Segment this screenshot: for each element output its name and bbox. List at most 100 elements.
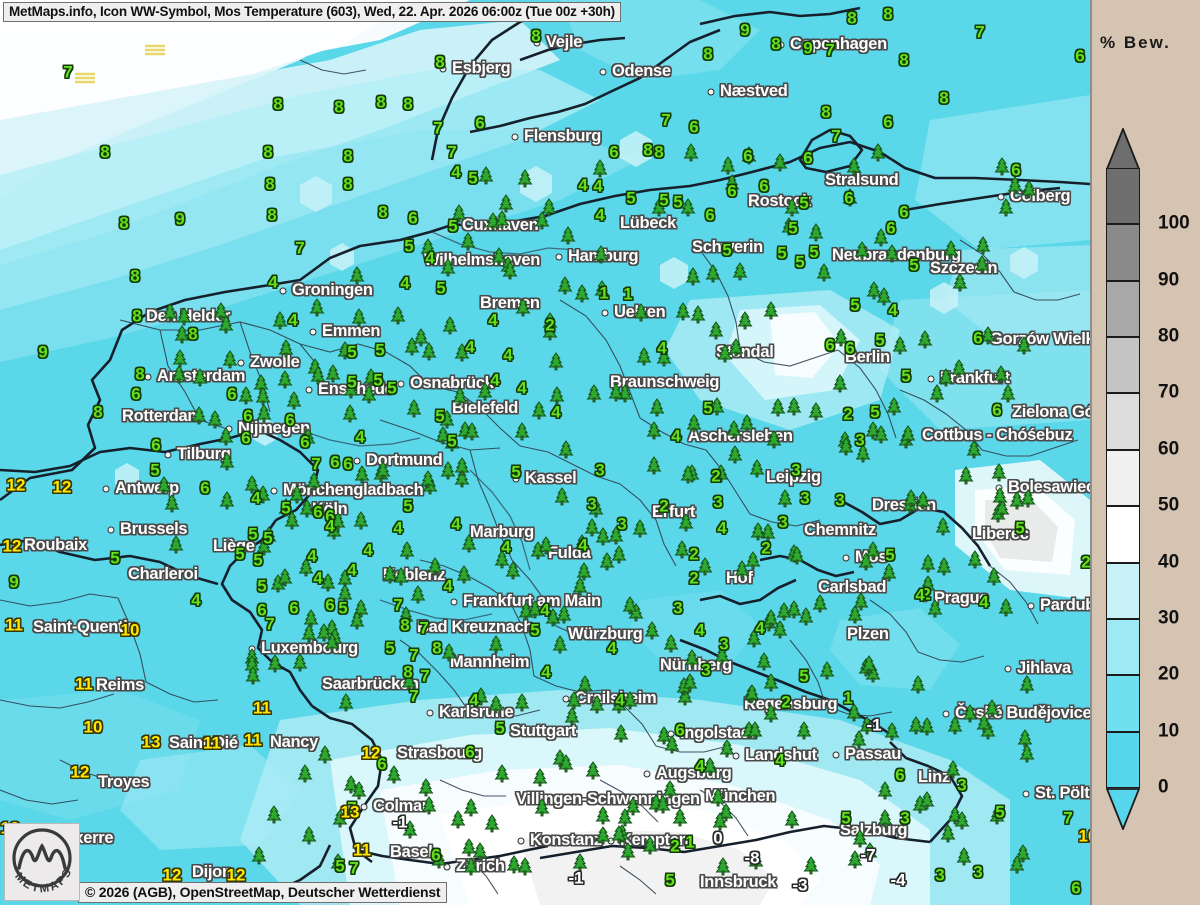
station-temperature-value[interactable]: -1: [392, 812, 408, 832]
city-label[interactable]: Würzburg: [568, 625, 643, 643]
station-temperature-value[interactable]: 11: [244, 730, 262, 750]
station-temperature-value[interactable]: 8: [265, 174, 275, 194]
station-temperature-value[interactable]: 7: [433, 118, 443, 138]
city-label[interactable]: Landshut: [745, 746, 817, 764]
station-temperature-value[interactable]: 8: [135, 364, 145, 384]
station-temperature-value[interactable]: -7: [860, 845, 876, 865]
station-temperature-value[interactable]: 5: [909, 255, 919, 275]
station-temperature-value[interactable]: 5: [1015, 518, 1025, 538]
station-temperature-value[interactable]: 4: [695, 620, 705, 640]
city-label[interactable]: Saint-Dié: [169, 734, 238, 752]
station-temperature-value[interactable]: 5: [448, 216, 458, 236]
station-temperature-value[interactable]: 5: [777, 243, 787, 263]
station-temperature-value[interactable]: 6: [330, 452, 340, 472]
metmaps-logo[interactable]: METMAPS: [4, 823, 80, 901]
station-temperature-value[interactable]: 12: [226, 865, 246, 885]
station-temperature-value[interactable]: 2: [689, 568, 699, 588]
station-temperature-value[interactable]: 6: [992, 400, 1002, 420]
city-label[interactable]: Gorzów Wielkopolski: [990, 330, 1090, 348]
station-temperature-value[interactable]: 4: [593, 176, 603, 196]
station-temperature-value[interactable]: 6: [131, 384, 141, 404]
station-temperature-value[interactable]: 4: [540, 600, 550, 620]
station-temperature-value[interactable]: 6: [431, 845, 441, 865]
station-temperature-value[interactable]: 9: [740, 20, 750, 40]
city-label[interactable]: Reims: [96, 676, 145, 694]
station-temperature-value[interactable]: 8: [263, 142, 273, 162]
city-label[interactable]: Odense: [612, 62, 671, 80]
city-marker-dot[interactable]: [450, 598, 458, 606]
city-marker-dot[interactable]: [732, 752, 740, 760]
station-temperature-value[interactable]: 2: [659, 496, 669, 516]
city-label[interactable]: Dortmund: [366, 451, 443, 469]
city-marker-dot[interactable]: [997, 193, 1005, 201]
city-label[interactable]: Enschede: [318, 380, 394, 398]
city-marker-dot[interactable]: [842, 554, 850, 562]
station-temperature-value[interactable]: 10: [83, 717, 103, 737]
city-label[interactable]: Næstved: [720, 82, 788, 100]
city-marker-dot[interactable]: [439, 65, 447, 73]
city-label[interactable]: Bad Kreuznach: [417, 618, 534, 636]
city-marker-dot[interactable]: [397, 380, 405, 388]
station-temperature-value[interactable]: 1: [843, 688, 853, 708]
city-label[interactable]: Osnabrück: [410, 374, 494, 392]
station-temperature-value[interactable]: 4: [695, 756, 705, 776]
station-temperature-value[interactable]: 7: [831, 126, 841, 146]
station-temperature-value[interactable]: 8: [273, 94, 283, 114]
city-marker-dot[interactable]: [107, 526, 115, 534]
city-label[interactable]: Prague: [934, 589, 989, 607]
station-temperature-value[interactable]: 7: [447, 142, 457, 162]
station-temperature-value[interactable]: 5: [235, 544, 245, 564]
station-temperature-value[interactable]: 8: [343, 146, 353, 166]
station-temperature-value[interactable]: 8: [132, 306, 142, 326]
station-temperature-value[interactable]: 6: [705, 205, 715, 225]
city-label[interactable]: Liberec: [972, 525, 1029, 543]
station-temperature-value[interactable]: 8: [643, 140, 653, 160]
station-temperature-value[interactable]: 6: [883, 112, 893, 132]
station-temperature-value[interactable]: -1: [568, 868, 584, 888]
station-temperature-value[interactable]: -3: [792, 875, 808, 895]
station-temperature-value[interactable]: 5: [338, 598, 348, 618]
city-marker-dot[interactable]: [562, 695, 570, 703]
station-temperature-value[interactable]: 6: [803, 148, 813, 168]
city-marker-dot[interactable]: [511, 133, 519, 141]
station-temperature-value[interactable]: 5: [385, 638, 395, 658]
station-temperature-value[interactable]: 5: [875, 330, 885, 350]
station-temperature-value[interactable]: 8: [703, 44, 713, 64]
station-temperature-value[interactable]: 5: [799, 666, 809, 686]
city-marker-dot[interactable]: [11, 542, 19, 550]
station-temperature-value[interactable]: 5: [626, 188, 636, 208]
station-temperature-value[interactable]: 3: [835, 490, 845, 510]
station-temperature-value[interactable]: 4: [313, 568, 323, 588]
station-temperature-value[interactable]: 3: [719, 634, 729, 654]
station-temperature-value[interactable]: 7: [419, 618, 429, 638]
station-temperature-value[interactable]: 4: [607, 638, 617, 658]
station-temperature-value[interactable]: 5: [403, 496, 413, 516]
station-temperature-value[interactable]: 4: [425, 248, 435, 268]
station-temperature-value[interactable]: 4: [347, 560, 357, 580]
city-label[interactable]: Lübeck: [620, 214, 676, 232]
station-temperature-value[interactable]: 5: [995, 802, 1005, 822]
station-temperature-value[interactable]: 3: [855, 430, 865, 450]
city-marker-dot[interactable]: [1022, 790, 1030, 798]
city-marker-dot[interactable]: [164, 451, 172, 459]
city-label[interactable]: Zwolle: [250, 353, 300, 371]
station-temperature-value[interactable]: 0: [713, 828, 723, 848]
station-temperature-value[interactable]: 4: [578, 535, 588, 555]
station-temperature-value[interactable]: 2: [711, 466, 721, 486]
station-temperature-value[interactable]: 11: [353, 840, 371, 860]
city-label[interactable]: Passau: [845, 745, 901, 763]
station-temperature-value[interactable]: 8: [771, 34, 781, 54]
station-temperature-value[interactable]: 11: [253, 698, 271, 718]
station-temperature-value[interactable]: 7: [295, 238, 305, 258]
station-temperature-value[interactable]: 13: [141, 732, 161, 752]
station-temperature-value[interactable]: 5: [530, 620, 540, 640]
station-temperature-value[interactable]: 6: [759, 176, 769, 196]
city-label[interactable]: St. Pölten: [1035, 784, 1090, 802]
city-marker-dot[interactable]: [533, 39, 541, 47]
station-temperature-value[interactable]: 8: [378, 202, 388, 222]
station-temperature-value[interactable]: 6: [689, 117, 699, 137]
station-temperature-value[interactable]: 5: [347, 372, 357, 392]
station-temperature-value[interactable]: 6: [325, 595, 335, 615]
station-temperature-value[interactable]: 5: [281, 498, 291, 518]
station-temperature-value[interactable]: 6: [285, 410, 295, 430]
